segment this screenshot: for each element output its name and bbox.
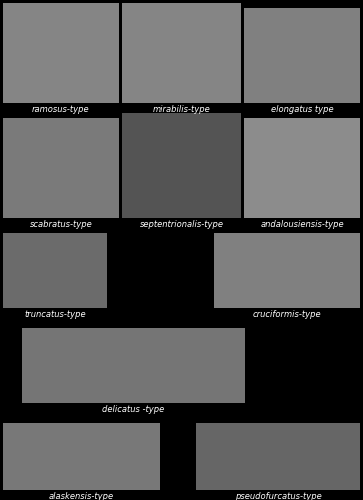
Bar [214,233,360,308]
Text: scabratus-type: scabratus-type [30,220,92,229]
Bar [3,118,119,218]
Text: andalousiensis-type: andalousiensis-type [260,220,344,229]
Text: pseudofurcatus-type: pseudofurcatus-type [234,492,321,500]
Text: ramosus-type: ramosus-type [32,105,90,114]
Text: truncatus-type: truncatus-type [24,310,86,319]
Text: alaskensis-type: alaskensis-type [49,492,114,500]
Bar [244,118,360,218]
Bar [122,113,241,218]
Bar [122,3,241,103]
Text: elongatus type: elongatus type [271,105,333,114]
Text: cruciformis-type: cruciformis-type [253,310,321,319]
Bar [3,3,119,103]
Bar [244,8,360,103]
Text: septentrionalis-type: septentrionalis-type [139,220,224,229]
Text: delicatus -type: delicatus -type [102,405,165,414]
Bar [3,233,107,308]
Bar [3,423,160,490]
Bar [196,423,360,490]
Bar [22,328,245,403]
Text: mirabilis-type: mirabilis-type [152,105,211,114]
